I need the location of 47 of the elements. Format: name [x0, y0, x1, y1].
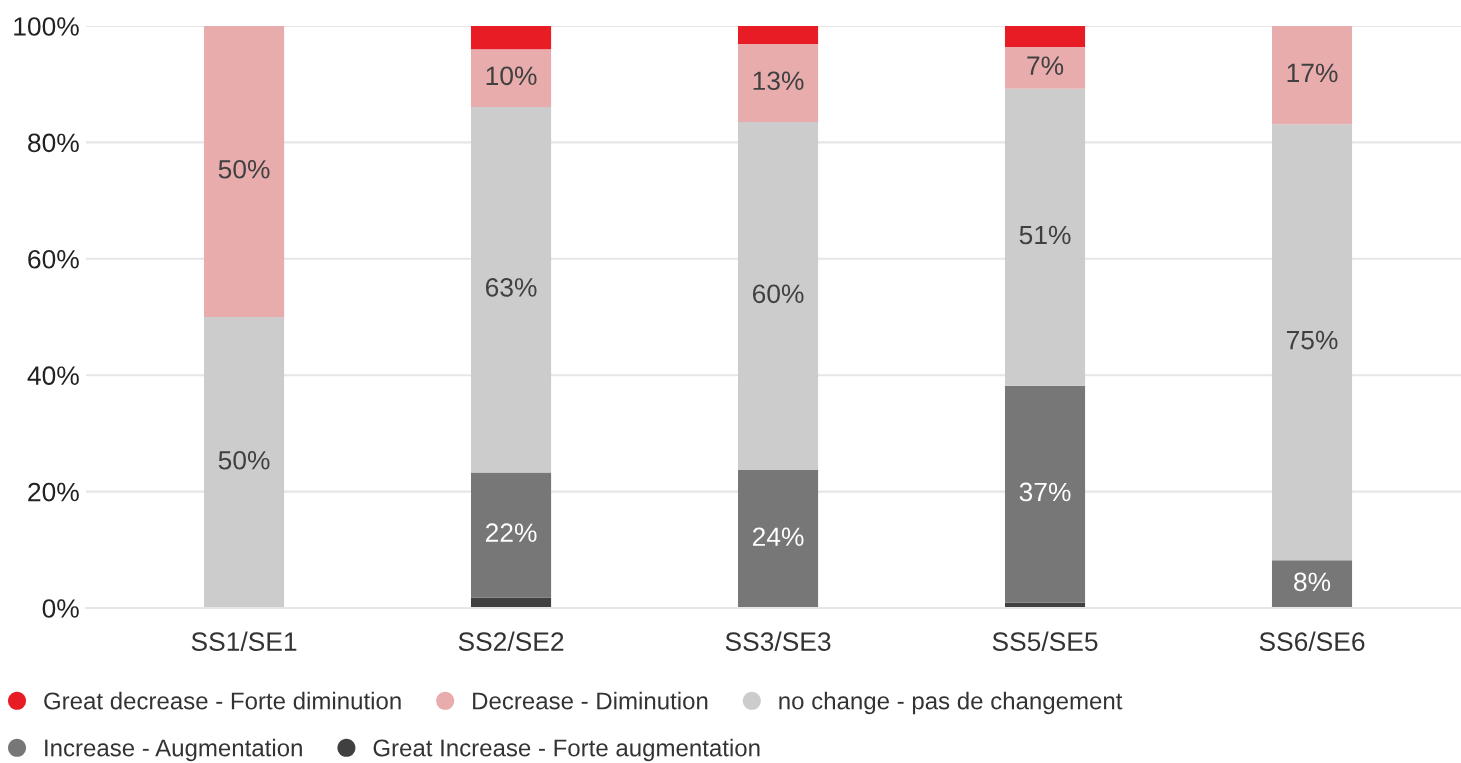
bar — [204, 26, 285, 317]
bar — [737, 44, 819, 123]
y-tick-label: 100% — [14, 17, 79, 36]
legend-label: no change - pas de changement — [779, 691, 1123, 715]
bar — [737, 26, 819, 45]
bar — [471, 472, 552, 598]
y-tick-label: 20% — [28, 482, 79, 502]
bar — [471, 49, 552, 107]
data-label: 50% — [218, 450, 270, 470]
bar — [471, 26, 552, 50]
data-label: 24% — [752, 527, 804, 547]
bar — [1004, 88, 1086, 386]
data-label: 51% — [1019, 225, 1071, 245]
legend-label: Great decrease - Forte diminution — [44, 691, 401, 710]
bar — [204, 317, 285, 608]
bar — [1004, 26, 1086, 47]
bar — [471, 106, 552, 473]
data-label: 75% — [1286, 330, 1338, 350]
bar — [737, 470, 819, 608]
data-label: 8% — [1294, 572, 1331, 592]
y-tick-label: 60% — [28, 249, 79, 269]
data-label: 60% — [752, 284, 804, 304]
data-label: 22% — [485, 523, 537, 542]
x-tick-label: SS1/SE1 — [191, 631, 297, 651]
legend-label: Decrease - Diminution — [473, 691, 708, 710]
data-label: 10% — [486, 66, 537, 86]
x-tick-label: SS3/SE3 — [725, 631, 831, 651]
y-tick-label: 40% — [27, 366, 79, 386]
x-tick-label: SS5/SE5 — [992, 631, 1098, 651]
bar — [1271, 124, 1353, 561]
bar — [1004, 46, 1086, 89]
bar — [1271, 26, 1353, 125]
bar — [1004, 385, 1086, 603]
y-tick-label: 0% — [42, 599, 79, 618]
legend-label: Great Increase - Forte augmentation — [373, 738, 760, 762]
legend-label: Increase - Augmentation — [45, 738, 302, 762]
y-tick-label: 80% — [28, 133, 79, 153]
data-label: 7% — [1027, 56, 1064, 75]
bar — [737, 122, 819, 471]
x-tick-label: SS2/SE2 — [458, 631, 564, 651]
data-label: 50% — [218, 159, 270, 179]
data-label: 37% — [1019, 482, 1071, 502]
data-label: 63% — [485, 278, 537, 297]
data-label: 13% — [753, 71, 804, 91]
x-tick-label: SS6/SE6 — [1259, 631, 1365, 651]
bar — [1271, 560, 1353, 608]
data-label: 17% — [1287, 63, 1338, 83]
